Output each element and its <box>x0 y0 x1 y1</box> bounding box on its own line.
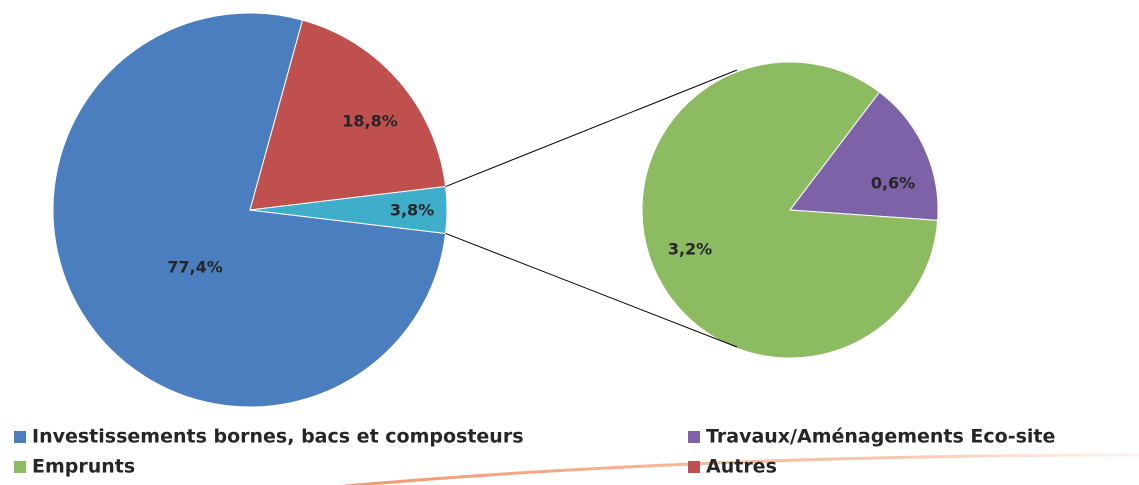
decorative-swoosh <box>344 453 1139 485</box>
legend-label: Autres <box>706 456 777 478</box>
legend-swatch <box>14 461 26 473</box>
legend-label: Investissements bornes, bacs et composte… <box>32 426 524 448</box>
pie-slice <box>641 61 939 359</box>
legend-label: Travaux/Aménagements Eco-site <box>706 426 1055 448</box>
legend-swatch <box>14 431 26 443</box>
legend-label: Emprunts <box>32 456 135 478</box>
pie-slice <box>789 91 939 221</box>
data-label: 3,2% <box>668 240 712 259</box>
data-label: 3,8% <box>390 201 434 220</box>
pie-slice <box>249 19 447 211</box>
connector-line <box>445 69 738 188</box>
pie-slice <box>249 185 448 235</box>
data-label: 0,6% <box>871 174 915 193</box>
legend-swatch <box>688 431 700 443</box>
pie-slice <box>52 12 447 408</box>
data-label: 77,4% <box>167 258 223 277</box>
connector-line <box>445 232 738 348</box>
data-label: 18,8% <box>342 112 398 131</box>
legend-swatch <box>688 461 700 473</box>
